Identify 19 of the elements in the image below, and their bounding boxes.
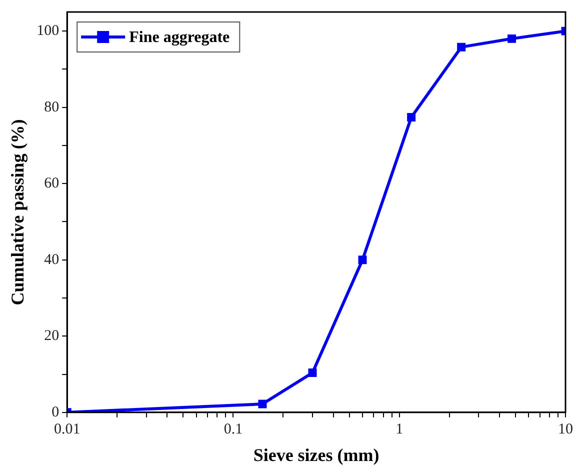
point (308, 368, 317, 377)
y-tick-label: 40 (44, 252, 60, 268)
x-axis-title: Sieve sizes (mm) (253, 444, 380, 465)
y-tick-label: 80 (44, 99, 60, 116)
x-tick-label: 1 (396, 421, 404, 438)
y-tick-label: 60 (44, 176, 60, 192)
point (457, 42, 466, 52)
y-axis-title: Cumulative passing (%) (7, 119, 28, 306)
legend-label: Fine aggregate (129, 29, 230, 46)
x-tick-label: 0.01 (54, 421, 80, 438)
x-tick-label: 10 (558, 421, 573, 438)
y-tick-label: 0 (52, 404, 60, 420)
y-tick-label: 100 (36, 23, 60, 40)
x-tick-label: 0.1 (224, 421, 243, 438)
point (258, 400, 267, 408)
y-tick-label: 20 (44, 328, 60, 344)
point (508, 34, 516, 43)
point (358, 256, 367, 264)
point (407, 113, 416, 122)
